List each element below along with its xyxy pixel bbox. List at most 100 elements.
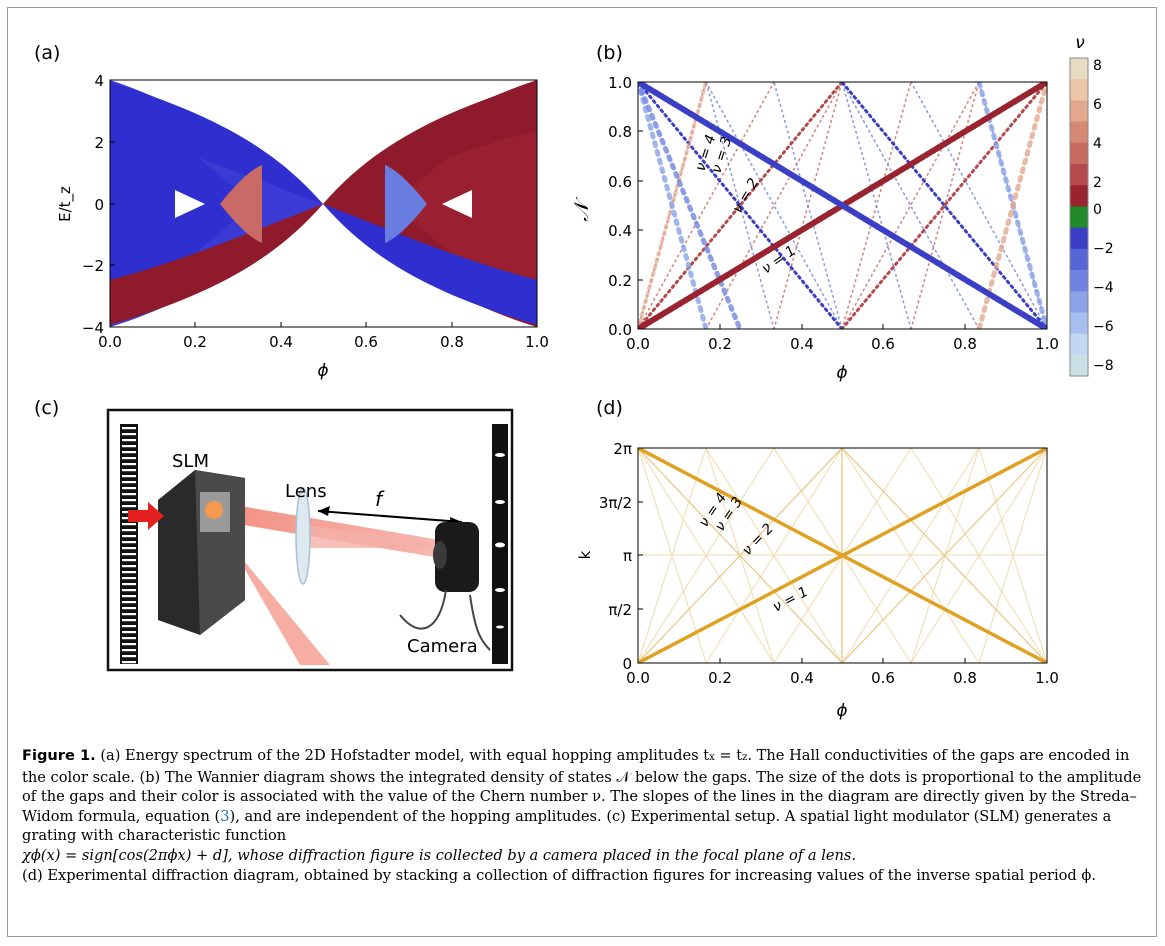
colorbar-swatch <box>1070 121 1088 144</box>
grating-line <box>122 619 136 622</box>
grating-line <box>122 487 136 490</box>
colorbar-swatch <box>1070 100 1088 123</box>
slm-label: SLM <box>172 451 209 472</box>
focal-length-label: f <box>375 487 385 511</box>
panel-d-ytick: π <box>623 547 632 565</box>
panel-a-xtick: 1.0 <box>525 333 549 351</box>
panel-b-ticks <box>637 81 1048 330</box>
panel-a-xtick: 0.4 <box>269 333 293 351</box>
grating-line <box>122 625 136 628</box>
panel-b-tick-labels: 0.0 0.2 0.4 0.6 0.8 1.0 1.0 0.8 0.6 0.4 … <box>608 74 1059 353</box>
caption-text-4: (d) Experimental diffraction diagram, ob… <box>22 866 1096 884</box>
grating-line <box>122 529 136 532</box>
grating-line <box>122 583 136 586</box>
panel-d-xlabel: ϕ <box>836 701 847 721</box>
diffraction-spots <box>495 453 505 629</box>
panel-d-xtick: 0.4 <box>790 669 814 687</box>
grating-line <box>122 451 136 454</box>
colorbar-title: ν <box>1075 33 1085 53</box>
grating-line <box>122 559 136 562</box>
panel-c-illustration <box>106 408 514 672</box>
grating-line <box>122 607 136 610</box>
caption-text-1: (a) Energy spectrum of the 2D Hofstadter… <box>100 747 710 764</box>
grating-line <box>122 457 136 460</box>
colorbar-swatch <box>1070 248 1088 271</box>
panel-d-xtick: 0.2 <box>708 669 732 687</box>
caption-formula: χϕ(x) = sign[cos(2πϕx) + d], whose diffr… <box>22 846 857 864</box>
colorbar-swatch <box>1070 270 1088 292</box>
panel-b-xtick: 0.6 <box>871 335 895 353</box>
figure-frame <box>7 7 1157 937</box>
colorbar-swatch <box>1070 185 1088 207</box>
panel-d-ytick: 2π <box>613 440 632 458</box>
colorbar-tick: 0 <box>1093 202 1102 218</box>
panel-b-xlabel: ϕ <box>836 363 847 383</box>
grating-line <box>122 445 136 448</box>
panel-d-plot <box>637 447 1048 664</box>
lens-label: Lens <box>285 481 327 502</box>
grating-line <box>122 535 136 538</box>
grating-line <box>122 541 136 544</box>
grating-line <box>122 631 136 634</box>
panel-b-ytick: 0.4 <box>608 222 632 240</box>
panel-b-ytick: 1.0 <box>608 74 632 92</box>
panel-a-ytick: 2 <box>94 134 104 152</box>
panel-a-xtick: 0.6 <box>354 333 378 351</box>
grating-line <box>122 577 136 580</box>
grating-line <box>122 523 136 526</box>
colorbar-tick: 8 <box>1093 58 1102 74</box>
colorbar-tick: 4 <box>1093 136 1102 152</box>
grating-line <box>122 469 136 472</box>
panel-b-label: (b) <box>596 42 623 64</box>
panel-a-ytick: −2 <box>82 257 104 275</box>
panel-b-ytick: 0.6 <box>608 173 632 191</box>
panel-c-label: (c) <box>34 397 60 419</box>
colorbar-swatch <box>1070 354 1088 377</box>
camera-label: Camera <box>407 636 478 657</box>
panel-d-ticks <box>637 447 1048 664</box>
grating-line <box>122 565 136 568</box>
colorbar-tick: −8 <box>1093 358 1114 374</box>
grating-line <box>122 655 136 658</box>
panel-d-ylabel: k <box>576 550 594 559</box>
colorbar-swatch <box>1070 291 1088 313</box>
grating-line <box>122 571 136 574</box>
panel-d-ytick: 0 <box>622 655 632 673</box>
panel-a-plot <box>109 79 538 328</box>
grating-line <box>122 649 136 652</box>
panel-b-ytick: 0.8 <box>608 123 632 141</box>
colorbar-border <box>1069 57 1089 377</box>
grating-line <box>122 547 136 550</box>
grating-line <box>122 433 136 436</box>
panel-d-xtick: 0.8 <box>953 669 977 687</box>
grating-line <box>122 493 136 496</box>
colorbar-swatch <box>1070 333 1088 356</box>
grating-line <box>122 475 136 478</box>
caption-text-3: ), and are independent of the hopping am… <box>22 807 1112 845</box>
colorbar-tick: −2 <box>1093 241 1114 257</box>
panel-b-xtick: 0.2 <box>708 335 732 353</box>
grating-line <box>122 427 136 430</box>
panel-a-xtick: 0.0 <box>98 333 122 351</box>
colorbar-ticks: 8 6 4 2 0 −2 −4 −6 −8 <box>1093 58 1114 374</box>
colorbar-swatch <box>1070 206 1088 229</box>
grating-line <box>122 637 136 640</box>
grating-line <box>122 643 136 646</box>
colorbar-swatch <box>1070 227 1088 250</box>
panel-b-xtick: 0.4 <box>790 335 814 353</box>
colorbar-swatch <box>1070 312 1088 335</box>
panel-b-plot <box>637 81 1048 330</box>
panel-d-tick-labels: 0.0 0.2 0.4 0.6 0.8 1.0 2π 3π/2 π π/2 0 <box>599 440 1059 687</box>
panel-d-ytick: π/2 <box>608 601 632 619</box>
panel-d-ytick: 3π/2 <box>599 494 632 512</box>
panel-a-ylabel: E/t_z <box>56 186 75 222</box>
colorbar-tick: 2 <box>1093 175 1102 191</box>
panel-d-label: (d) <box>596 397 623 419</box>
grating-line <box>122 601 136 604</box>
colorbar <box>1069 57 1089 377</box>
equation-ref-link[interactable]: 3 <box>220 807 230 825</box>
panel-d-nu2-label: ν = 2 <box>739 521 777 559</box>
grating-line <box>122 595 136 598</box>
grating-line <box>122 463 136 466</box>
